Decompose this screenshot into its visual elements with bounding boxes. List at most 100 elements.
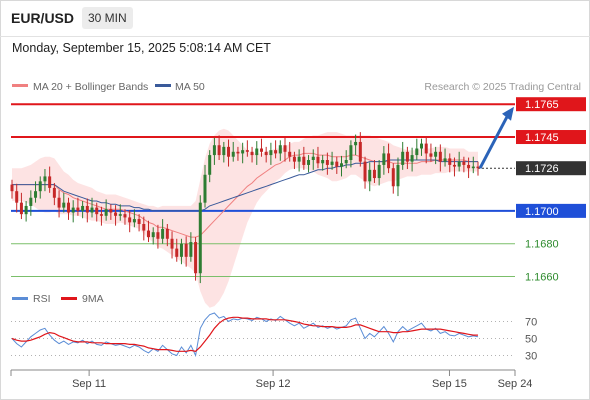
candle-body <box>269 150 273 156</box>
candle-body <box>274 150 278 154</box>
source-note: Research © 2025 Trading Central <box>424 81 581 93</box>
candle-body <box>344 160 348 164</box>
candle-body <box>10 184 14 192</box>
candle-body <box>137 219 141 224</box>
ma50-line <box>12 159 478 212</box>
candle-body <box>250 151 254 156</box>
candle-body <box>434 151 438 157</box>
candle-body <box>288 151 292 157</box>
candle-body <box>222 146 226 156</box>
candle-body <box>377 164 381 179</box>
candle-body <box>236 151 240 154</box>
candle-body <box>292 156 296 162</box>
x-axis-tick-label: Sep 15 <box>432 378 467 390</box>
candle-body <box>76 207 80 211</box>
candle-body <box>62 202 66 208</box>
x-axis-tick-label: Sep 24 <box>498 378 533 390</box>
resistance-label: 1.1765 <box>525 99 559 111</box>
candle-body <box>208 155 212 175</box>
candle-body <box>147 230 151 238</box>
candle-body <box>452 164 456 167</box>
candle-body <box>29 197 33 206</box>
candle-body <box>462 161 466 165</box>
legend-ma50-label: MA 50 <box>175 81 205 93</box>
support-tag <box>516 203 586 218</box>
candle-body <box>302 156 306 165</box>
x-axis-tick-label: Sep 11 <box>72 378 106 390</box>
candle-body <box>443 158 447 162</box>
candle-body <box>156 232 160 239</box>
candle-body <box>142 224 146 231</box>
candle-body <box>104 209 108 216</box>
candle-body <box>90 207 94 213</box>
candle-body <box>330 161 334 165</box>
candle-body <box>48 176 52 188</box>
candle-body <box>184 243 188 257</box>
timeframe-badge[interactable]: 30 MIN <box>82 7 133 29</box>
projection-arrowhead <box>502 106 514 121</box>
candle-body <box>34 191 38 198</box>
candle-body <box>151 232 155 238</box>
candle-body <box>401 151 405 165</box>
candle-body <box>429 153 433 157</box>
candle-body <box>307 160 311 165</box>
candle-body <box>283 145 287 152</box>
candle-body <box>99 214 103 216</box>
legend-ma50-swatch <box>155 84 171 87</box>
candle-body <box>363 161 367 182</box>
candle-body <box>175 248 179 257</box>
projection-arrow <box>478 116 509 169</box>
candle-body <box>118 214 122 216</box>
candle-body <box>38 181 42 192</box>
legend-rsi-swatch <box>12 297 28 300</box>
x-axis-tick-label: Sep 12 <box>256 378 291 390</box>
candle-body <box>71 207 75 213</box>
chart-timestamp: Monday, September 15, 2025 5:08:14 AM CE… <box>12 41 271 55</box>
candle-body <box>387 153 391 169</box>
candle-body <box>203 174 207 203</box>
candle-body <box>255 148 259 156</box>
rsi-tick-label: 70 <box>525 317 537 329</box>
candle-body <box>311 156 315 160</box>
candle-body <box>132 219 136 223</box>
resistance-tag <box>516 97 586 112</box>
candle-body <box>382 153 386 165</box>
ma20-line <box>12 152 478 238</box>
candle-body <box>467 164 471 169</box>
candle-body <box>278 145 282 154</box>
candle-body <box>354 141 358 146</box>
candle-body <box>391 168 395 187</box>
candle-body <box>297 156 301 162</box>
candle-body <box>52 187 56 198</box>
candle-body <box>81 205 85 211</box>
resistance-label: 1.1745 <box>525 132 559 144</box>
bollinger-band <box>12 128 478 308</box>
candle-body <box>259 148 263 152</box>
candle-body <box>231 151 235 157</box>
candle-body <box>325 160 329 165</box>
candle-body <box>109 209 113 213</box>
candle-body <box>123 214 127 218</box>
candle-body <box>358 141 362 162</box>
candle-body <box>189 242 193 257</box>
candle-body <box>95 207 99 215</box>
candle-body <box>212 145 216 156</box>
candle-body <box>316 156 320 164</box>
candle-body <box>405 151 409 162</box>
rsi-ma-line <box>11 316 478 352</box>
rsi-tick-label: 50 <box>525 334 537 346</box>
candle-body <box>396 164 400 187</box>
candle-body <box>114 212 118 216</box>
candle-body <box>43 176 47 182</box>
candle-body <box>264 151 268 156</box>
legend-rsi-ma-label: 9MA <box>82 293 104 305</box>
candle-body <box>85 205 89 213</box>
candle-body <box>128 217 132 223</box>
candle-body <box>339 163 343 167</box>
candle-body <box>420 143 424 149</box>
candle-body <box>19 202 23 215</box>
candle-body <box>66 202 70 213</box>
legend-rsi-label: RSI <box>33 293 51 305</box>
minor-support-label: 1.1680 <box>525 239 559 251</box>
instrument-symbol: EUR/USD <box>11 10 75 26</box>
